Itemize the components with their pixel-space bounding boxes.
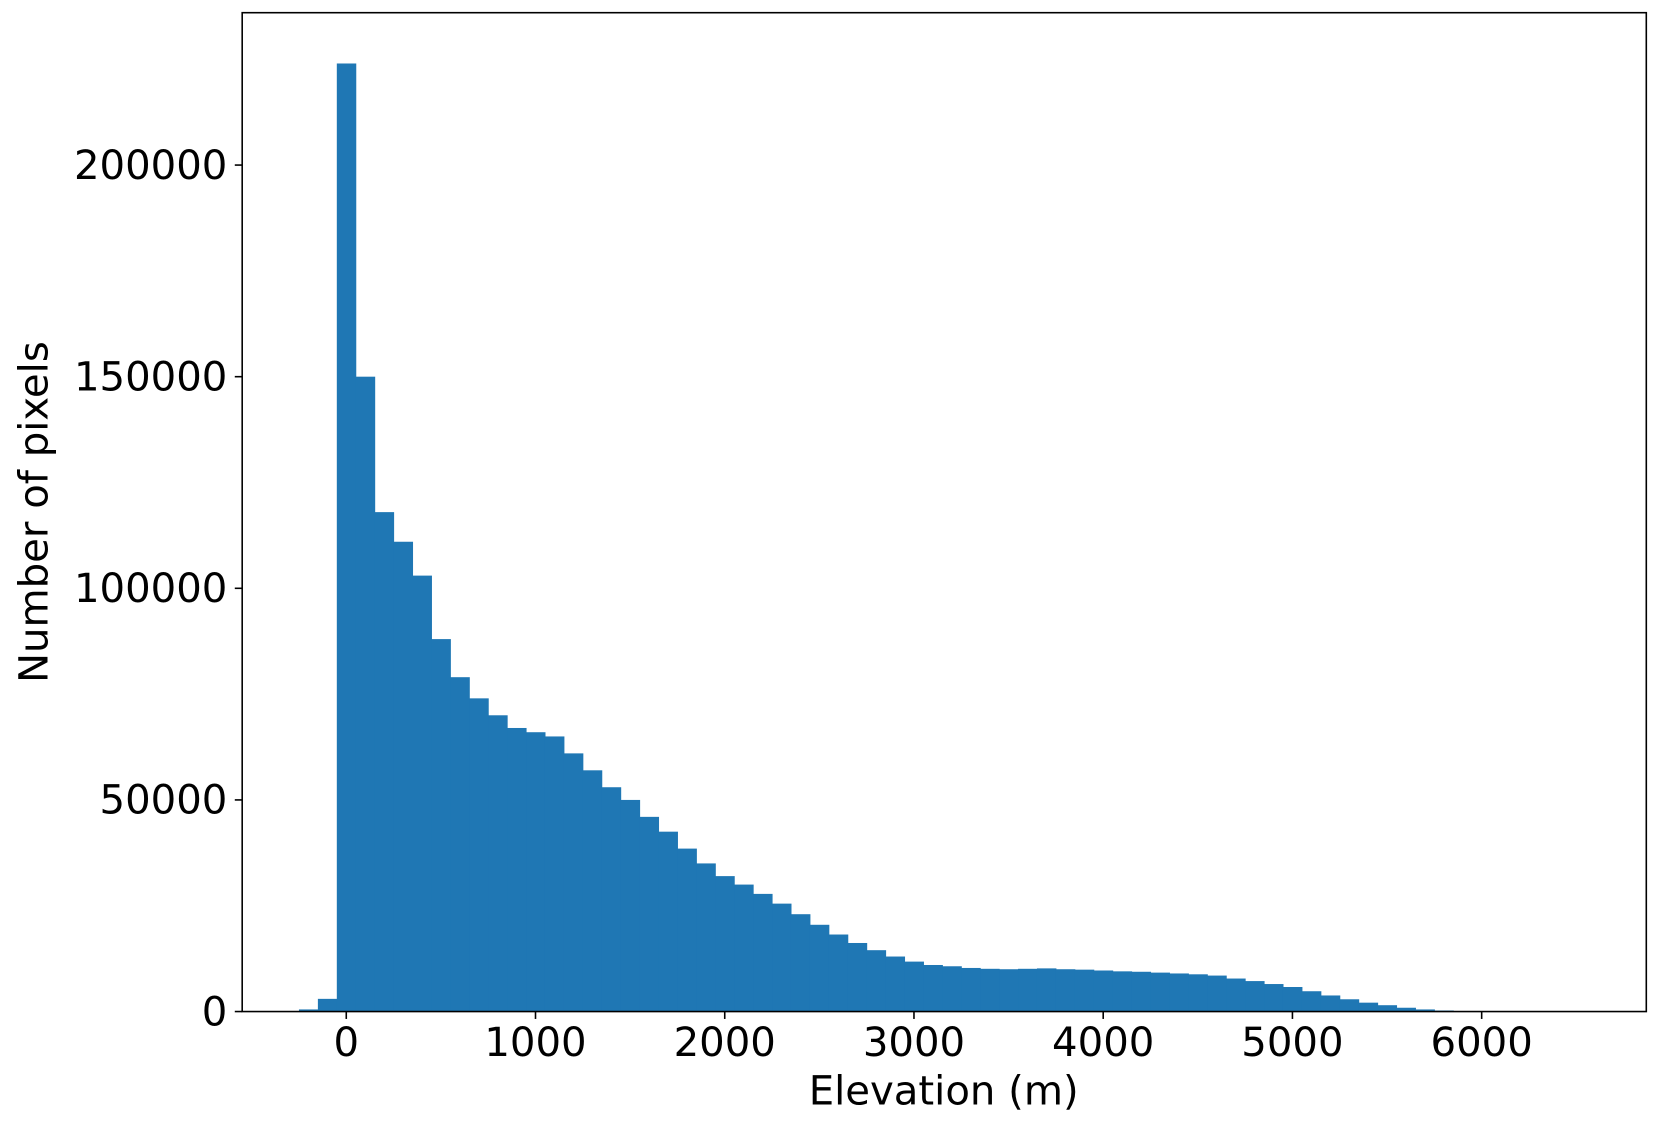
bar xyxy=(374,512,395,1012)
bar xyxy=(298,1009,319,1012)
y-tick-label: 50000 xyxy=(100,778,228,824)
bar xyxy=(1264,984,1284,1012)
bar xyxy=(526,732,546,1012)
bar xyxy=(601,787,622,1012)
y-tick-label: 0 xyxy=(202,989,228,1035)
bar xyxy=(1169,973,1189,1012)
bar xyxy=(620,799,641,1012)
bar xyxy=(393,541,414,1012)
bar xyxy=(1282,987,1303,1012)
bar xyxy=(563,753,584,1012)
bar xyxy=(1055,969,1076,1012)
bar xyxy=(1150,972,1170,1012)
bar xyxy=(1036,968,1057,1012)
bar xyxy=(1226,978,1246,1012)
bar xyxy=(317,998,338,1012)
axes-frame xyxy=(241,11,1648,1013)
bar xyxy=(431,639,451,1012)
bar xyxy=(1415,1009,1435,1012)
bar xyxy=(828,934,849,1012)
bar xyxy=(336,63,357,1012)
bar xyxy=(658,831,678,1012)
bar xyxy=(1301,991,1322,1012)
y-axis-label: Number of pixels xyxy=(12,341,58,683)
bar xyxy=(412,575,432,1012)
bar xyxy=(866,950,887,1012)
bar xyxy=(1074,969,1095,1012)
bar xyxy=(847,942,868,1012)
bar xyxy=(923,964,943,1012)
y-tick-label: 150000 xyxy=(74,354,227,400)
bar xyxy=(1396,1007,1416,1012)
bar xyxy=(1188,974,1208,1012)
bar xyxy=(1131,971,1152,1012)
bar xyxy=(715,876,735,1012)
bar xyxy=(1018,968,1038,1012)
bar xyxy=(961,967,981,1012)
bar xyxy=(469,698,489,1012)
bar xyxy=(677,848,697,1012)
bar xyxy=(1207,975,1227,1012)
bar xyxy=(999,969,1019,1012)
x-tick-label: 5000 xyxy=(1241,1020,1343,1066)
bar xyxy=(639,816,660,1012)
x-tick-label: 6000 xyxy=(1431,1020,1533,1066)
bar xyxy=(904,961,924,1012)
x-tick-label: 0 xyxy=(333,1020,359,1066)
bar xyxy=(582,770,603,1012)
bar xyxy=(980,968,1000,1012)
bar xyxy=(885,956,906,1012)
y-tick-label: 100000 xyxy=(74,566,227,612)
x-tick-label: 3000 xyxy=(863,1020,965,1066)
bar xyxy=(1320,995,1341,1012)
bar xyxy=(942,966,962,1012)
bar xyxy=(355,376,376,1012)
bar xyxy=(488,715,508,1012)
bar xyxy=(790,914,811,1012)
bar xyxy=(1358,1002,1379,1012)
bar xyxy=(507,727,527,1012)
bar xyxy=(450,677,470,1012)
bar xyxy=(696,863,716,1012)
bar xyxy=(1112,971,1133,1012)
bar xyxy=(809,924,830,1012)
bar xyxy=(1377,1005,1398,1012)
bar xyxy=(734,884,754,1012)
x-tick-label: 2000 xyxy=(674,1020,776,1066)
bar xyxy=(1339,999,1360,1012)
plot-area xyxy=(298,63,1587,1012)
bar xyxy=(772,903,792,1012)
bar xyxy=(1093,970,1114,1012)
bar xyxy=(544,736,565,1012)
x-tick-label: 1000 xyxy=(484,1020,586,1066)
bar xyxy=(753,893,773,1012)
x-axis-label: Elevation (m) xyxy=(809,1069,1079,1115)
y-tick-label: 200000 xyxy=(74,143,227,189)
bar xyxy=(1245,981,1265,1012)
x-tick-label: 4000 xyxy=(1052,1020,1154,1066)
